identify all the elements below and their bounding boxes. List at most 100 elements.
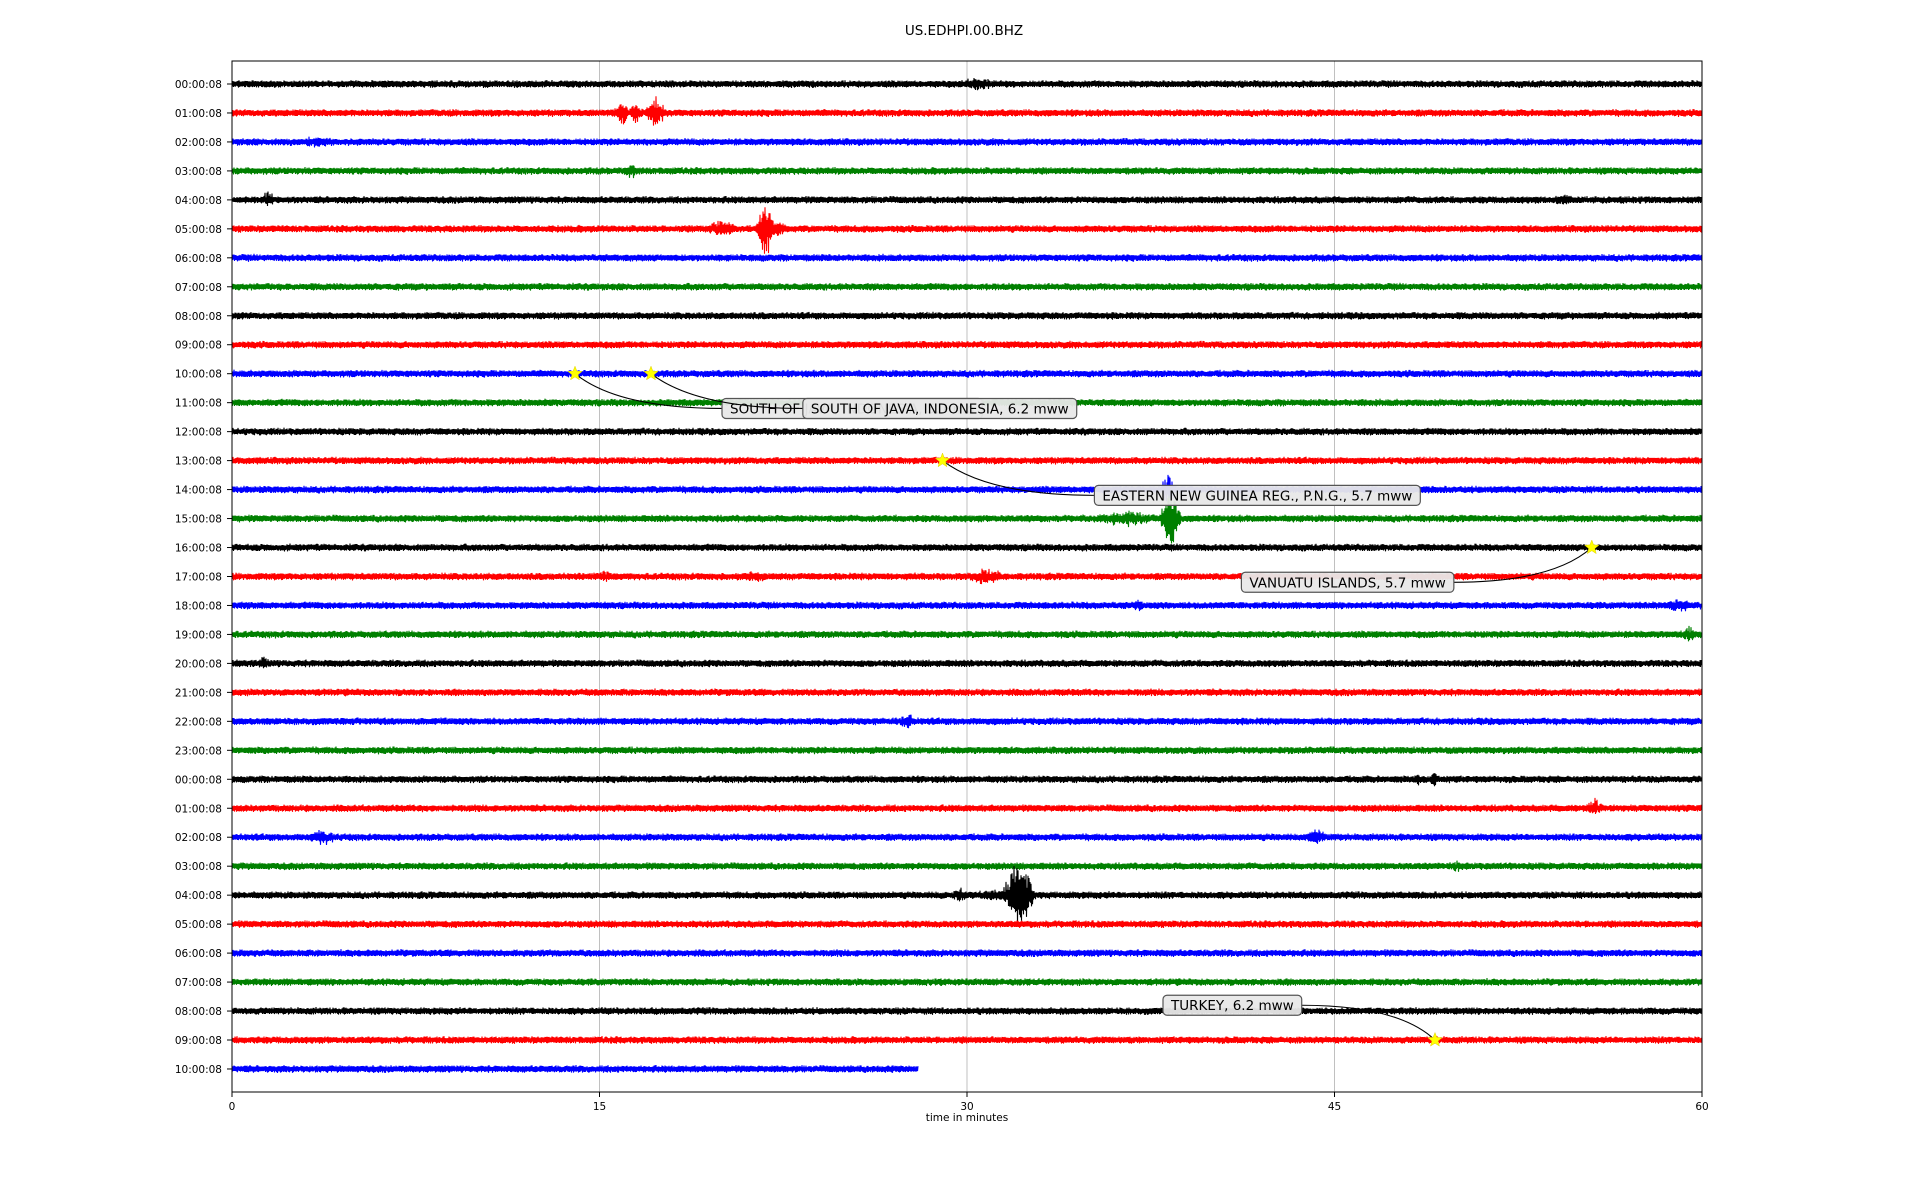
y-tick-label: 07:00:08	[175, 977, 222, 989]
y-tick-label: 11:00:08	[175, 398, 222, 410]
seismogram-trace	[231, 656, 1703, 669]
seismogram-trace	[231, 311, 1703, 320]
seismogram-trace	[231, 920, 1703, 929]
y-tick-label: 17:00:08	[175, 571, 222, 583]
event-annotation: SOUTH OF JAVA, INDONESIA, 6.2 mww	[643, 365, 1078, 420]
y-tick-label: 22:00:08	[175, 716, 222, 728]
seismogram-trace	[231, 797, 1703, 815]
seismogram-trace	[231, 688, 1703, 697]
event-star-icon	[567, 365, 583, 381]
y-tick-label: 05:00:08	[175, 224, 222, 236]
y-tick-label: 10:00:08	[175, 1064, 222, 1076]
event-star-icon	[643, 365, 659, 381]
seismogram-trace	[231, 568, 1703, 585]
x-axis-label: time in minutes	[926, 1112, 1008, 1124]
event-label: EASTERN NEW GUINEA REG., P.N.G., 5.7 mww	[1102, 488, 1412, 504]
event-label-box	[802, 397, 1078, 420]
y-tick-label: 07:00:08	[175, 282, 222, 294]
event-label-box	[1093, 484, 1421, 506]
y-tick-label: 00:00:08	[175, 79, 222, 91]
seismogram-trace	[231, 625, 1703, 642]
y-tick-label: 04:00:08	[175, 195, 222, 207]
x-tick-label: 15	[593, 1101, 606, 1113]
y-tick-label: 14:00:08	[175, 485, 222, 497]
y-tick-label: 02:00:08	[175, 832, 222, 844]
seismogram-traces	[231, 77, 1703, 1073]
seismogram-trace	[231, 866, 1703, 925]
y-tick-label: 00:00:08	[175, 774, 222, 786]
y-tick-label: 19:00:08	[175, 629, 222, 641]
y-tick-label: 09:00:08	[175, 340, 222, 352]
chart-title: US.EDHPI.00.BHZ	[905, 23, 1023, 39]
seismogram-trace	[231, 1064, 919, 1073]
y-tick-label: 04:00:08	[175, 890, 222, 902]
seismogram-trace	[231, 207, 1703, 254]
x-axis-ticks: 0 15 30 45 60	[229, 1092, 1709, 1113]
seismogram-trace	[231, 369, 1703, 378]
seismogram-trace	[231, 136, 1703, 148]
seismogram-trace	[231, 456, 1703, 465]
seismogram-trace	[231, 714, 1703, 729]
event-label-box	[1240, 571, 1455, 593]
y-tick-label: 02:00:08	[175, 137, 222, 149]
y-tick-label: 23:00:08	[175, 745, 222, 757]
y-tick-label: 08:00:08	[175, 1006, 222, 1018]
seismogram-trace	[231, 746, 1703, 755]
y-tick-label: 08:00:08	[175, 311, 222, 323]
event-annotation: EASTERN NEW GUINEA REG., P.N.G., 5.7 mww	[934, 452, 1421, 506]
event-annotations: SOUTH OF JAVA, INDONESIA, 5.7 mbSOUTH OF…	[567, 365, 1600, 1047]
x-tick-label: 60	[1695, 1101, 1708, 1113]
seismogram-trace	[231, 599, 1703, 612]
event-label: SOUTH OF JAVA, INDONESIA, 6.2 mww	[811, 401, 1069, 417]
seismogram-trace	[231, 96, 1703, 126]
seismogram-trace	[231, 191, 1703, 207]
seismogram-trace	[231, 340, 1703, 349]
event-label: TURKEY, 6.2 mww	[1170, 998, 1294, 1014]
seismogram-trace	[231, 427, 1703, 436]
y-tick-label: 16:00:08	[175, 543, 222, 555]
seismogram-trace	[231, 253, 1703, 262]
y-tick-label: 01:00:08	[175, 803, 222, 815]
y-tick-label: 06:00:08	[175, 948, 222, 960]
event-annotation: TURKEY, 6.2 mww	[1162, 994, 1443, 1047]
seismogram-trace	[231, 282, 1703, 291]
event-connector	[942, 460, 1095, 496]
y-tick-label: 12:00:08	[175, 427, 222, 439]
event-label: VANUATU ISLANDS, 5.7 mww	[1249, 575, 1445, 591]
y-tick-label: 06:00:08	[175, 253, 222, 265]
y-tick-label: 09:00:08	[175, 1035, 222, 1047]
seismogram-trace	[231, 474, 1703, 502]
seismogram-trace	[231, 1007, 1703, 1016]
y-tick-label: 18:00:08	[175, 600, 222, 612]
event-star-icon	[934, 452, 951, 468]
event-connector	[1301, 1004, 1436, 1041]
seismogram-trace	[231, 978, 1703, 987]
seismogram-trace	[231, 860, 1703, 872]
x-tick-label: 45	[1328, 1101, 1341, 1113]
y-tick-label: 01:00:08	[175, 108, 222, 120]
event-annotation: VANUATU ISLANDS, 5.7 mww	[1240, 539, 1600, 593]
event-star-icon	[1427, 1031, 1443, 1047]
event-label-box	[1162, 994, 1303, 1016]
seismogram-trace	[231, 949, 1703, 958]
event-connector	[574, 373, 723, 410]
event-connector	[1453, 547, 1593, 583]
seismogram-trace	[231, 1036, 1703, 1045]
y-tick-label: 21:00:08	[175, 687, 222, 699]
y-tick-label: 03:00:08	[175, 861, 222, 873]
y-tick-label: 15:00:08	[175, 514, 222, 526]
y-tick-label: 05:00:08	[175, 919, 222, 931]
x-tick-label: 0	[229, 1101, 236, 1113]
seismogram-trace	[231, 165, 1703, 179]
seismogram-trace	[231, 543, 1703, 552]
seismogram-trace	[231, 829, 1703, 846]
seismogram-trace	[231, 77, 1703, 91]
y-tick-label: 20:00:08	[175, 658, 222, 670]
seismogram-trace	[231, 495, 1703, 544]
x-tick-label: 30	[960, 1101, 973, 1113]
y-tick-label: 03:00:08	[175, 166, 222, 178]
y-tick-label: 10:00:08	[175, 369, 222, 381]
event-connector	[650, 373, 803, 410]
row-time-labels: 00:00:08 01:00:08 02:00:08 03:00:08 04:00:08…	[175, 79, 232, 1076]
